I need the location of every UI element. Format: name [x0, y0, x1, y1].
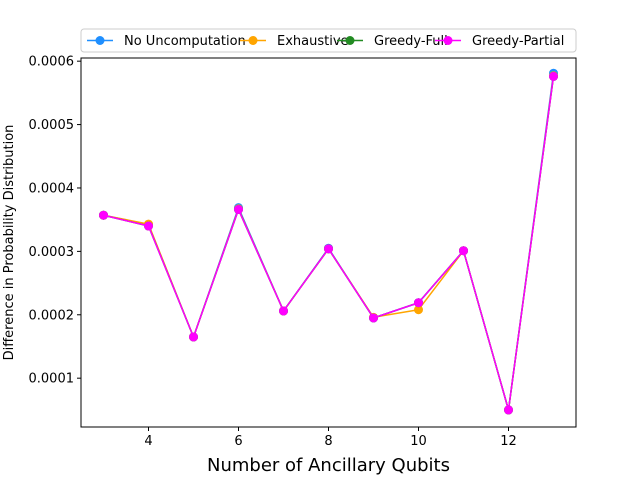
legend-entry: Exhaustive: [240, 34, 349, 49]
data-point-greedy-partial: [369, 313, 378, 323]
plot-area: [99, 68, 558, 415]
legend-label: Greedy-Full: [374, 34, 448, 49]
series-line-no-uncomputation: [103, 73, 555, 411]
axis-ticks: 4 6 8 10 12 0.0001 0.0002 0.0003 0.0004 0.0005 0.0…: [29, 55, 517, 449]
data-point-greedy-partial: [549, 71, 558, 81]
data-point-greedy-partial: [144, 221, 153, 231]
data-point-exhaustive: [414, 305, 423, 315]
series-no-uncomputation: [99, 68, 558, 415]
y-tick-label: 0.0004: [29, 181, 75, 196]
legend-marker: [443, 36, 453, 45]
data-point-greedy-partial: [324, 244, 333, 254]
x-axis-title: Number of Ancillary Qubits: [207, 455, 450, 476]
x-tick-label: 8: [324, 434, 332, 449]
y-axis-title: Difference in Probability Distribution: [2, 125, 17, 361]
x-tick-label: 6: [234, 434, 242, 449]
series-line-greedy-partial: [103, 76, 555, 411]
data-point-greedy-partial: [459, 246, 468, 256]
x-tick-label: 4: [144, 434, 152, 449]
legend-marker: [345, 36, 355, 45]
y-tick-label: 0.0006: [29, 55, 75, 70]
x-tick-label: 12: [500, 434, 517, 449]
data-point-greedy-partial: [279, 306, 288, 316]
y-tick-label: 0.0002: [29, 308, 75, 323]
legend-label: No Uncomputation: [124, 34, 246, 49]
x-tick-label: 10: [410, 434, 427, 449]
series-line-exhaustive: [103, 75, 555, 411]
data-point-greedy-partial: [189, 332, 198, 342]
axes-frame: [80, 57, 577, 428]
y-tick-label: 0.0001: [29, 372, 75, 387]
legend-label: Greedy-Partial: [472, 34, 564, 49]
series-line-greedy-full: [103, 76, 555, 411]
legend-entry: Greedy-Full: [337, 34, 448, 49]
series-greedy-full: [99, 71, 558, 415]
legend: No Uncomputation Exhaustive Greedy-Full Gre…: [80, 28, 577, 53]
series-greedy-partial: [99, 71, 558, 415]
legend-entry: No Uncomputation: [87, 34, 246, 49]
legend-marker: [95, 36, 105, 45]
data-point-greedy-partial: [504, 405, 513, 415]
legend-box: [80, 28, 577, 53]
legend-marker: [248, 36, 258, 45]
legend-label: Exhaustive: [277, 34, 349, 49]
data-point-greedy-partial: [414, 298, 423, 308]
data-point-greedy-partial: [99, 210, 108, 220]
y-tick-label: 0.0005: [29, 118, 75, 133]
y-tick-label: 0.0003: [29, 245, 75, 260]
data-point-greedy-partial: [234, 205, 243, 215]
legend-entry: Greedy-Partial: [435, 34, 564, 49]
series-exhaustive: [99, 71, 558, 415]
